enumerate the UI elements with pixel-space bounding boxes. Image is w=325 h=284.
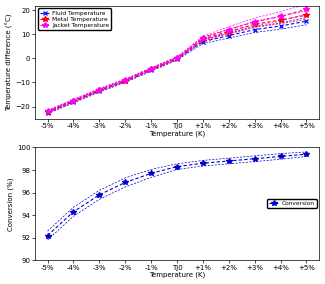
X-axis label: Temperature (K): Temperature (K) (149, 272, 205, 278)
Legend: Conversion: Conversion (267, 199, 317, 208)
Metal Temperature (123, 79, 127, 82)
Fluid Temperature (253, 28, 257, 31)
Line: Jacket Temperature: Jacket Temperature (45, 6, 309, 114)
Fluid Temperature (227, 34, 231, 37)
Metal Temperature (98, 88, 101, 92)
Conversion (123, 181, 127, 184)
Fluid Temperature (279, 24, 282, 28)
Fluid Temperature (123, 80, 127, 83)
Metal Temperature (279, 18, 282, 22)
Fluid Temperature (175, 57, 179, 60)
Conversion (279, 155, 282, 158)
Conversion (149, 172, 153, 175)
Conversion (72, 210, 75, 214)
Conversion (227, 159, 231, 163)
Fluid Temperature (201, 40, 205, 43)
Conversion (305, 153, 308, 156)
Jacket Temperature (201, 36, 205, 40)
Metal Temperature (149, 68, 153, 71)
Jacket Temperature (123, 78, 127, 82)
Jacket Temperature (149, 67, 153, 70)
Jacket Temperature (279, 15, 282, 18)
Metal Temperature (305, 13, 308, 17)
Conversion (201, 162, 205, 165)
Metal Temperature (253, 23, 257, 26)
Fluid Temperature (305, 20, 308, 23)
Line: Metal Temperature: Metal Temperature (45, 12, 309, 114)
Fluid Temperature (46, 111, 49, 114)
Jacket Temperature (253, 20, 257, 24)
Fluid Temperature (72, 100, 75, 103)
Metal Temperature (227, 30, 231, 33)
Conversion (175, 165, 179, 168)
Metal Temperature (175, 57, 179, 60)
Line: Conversion: Conversion (45, 151, 309, 238)
Legend: Fluid Temperature, Metal Temperature, Jacket Temperature: Fluid Temperature, Metal Temperature, Ja… (37, 9, 111, 30)
Conversion (46, 234, 49, 237)
Y-axis label: Conversion (%): Conversion (%) (8, 177, 14, 231)
Conversion (253, 157, 257, 160)
Fluid Temperature (98, 89, 101, 93)
X-axis label: Temperature (K): Temperature (K) (149, 130, 205, 137)
Jacket Temperature (46, 110, 49, 113)
Jacket Temperature (175, 56, 179, 60)
Conversion (98, 193, 101, 197)
Metal Temperature (201, 37, 205, 41)
Jacket Temperature (305, 7, 308, 11)
Line: Fluid Temperature: Fluid Temperature (45, 19, 309, 115)
Metal Temperature (72, 99, 75, 103)
Jacket Temperature (98, 88, 101, 91)
Metal Temperature (46, 110, 49, 114)
Y-axis label: Temperature difference (°C): Temperature difference (°C) (6, 13, 13, 111)
Jacket Temperature (72, 99, 75, 102)
Fluid Temperature (149, 68, 153, 72)
Jacket Temperature (227, 28, 231, 31)
